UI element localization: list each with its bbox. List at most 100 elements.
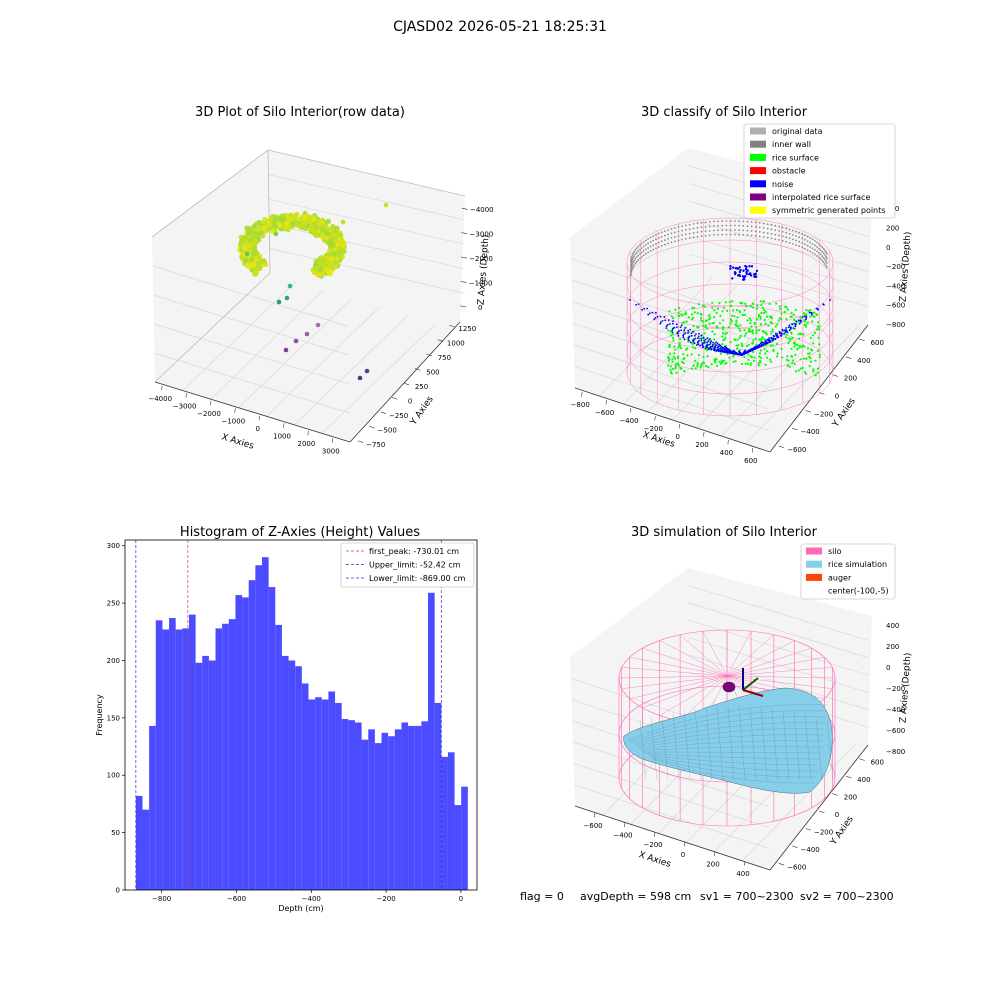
rice-surface-point [786,358,789,361]
inner-wall-point [811,252,814,254]
rice-surface-point [814,374,817,377]
noise-point [768,337,770,339]
rice-surface-point [732,354,735,357]
raw-x-tick-label: −4000 [148,395,172,403]
noise-point [698,332,700,335]
raw-data-point [332,260,338,266]
histogram-reference-lines [135,540,442,890]
mesh-line [639,740,823,750]
inner-wall-point [785,231,788,234]
inner-wall-point [631,263,634,265]
histogram-bar [335,702,342,890]
rice-surface-point [670,315,673,318]
raw-data-point [283,347,289,353]
panel-classify-title: 3D classify of Silo Interior [641,105,808,120]
inner-wall-point [824,258,826,261]
inner-wall-point [681,225,683,228]
inner-wall-point [781,239,784,242]
inner-wall-point [657,246,660,248]
noise-point [665,327,668,329]
inner-wall-point [806,240,809,243]
raw-data-point [245,227,252,233]
noise-point [692,331,694,333]
gridline [689,236,870,290]
inner-wall-point [649,250,652,252]
legend-label: first_peak: -730.01 cm [369,547,459,556]
rice-surface-point [719,352,723,355]
raw-x-tick-mark [258,415,260,421]
simulation-x-tick-label: 200 [706,861,719,869]
simulation-z-tick-label: 0 [886,664,890,672]
rice-surface-point [758,329,761,332]
inner-wall-point [674,227,676,229]
simulation-title: 3D simulation of Silo Interior [631,525,818,540]
inner-wall-point [825,251,827,254]
classify-x-ticks: −800 −600 −400 −200 0 200 400 600 [571,391,758,465]
rice-surface-point [718,360,721,363]
inner-wall-point [778,234,780,237]
inner-wall-point [725,224,728,227]
noise-point [719,344,722,347]
rice-surface-point [780,347,783,350]
noise-point [659,315,662,318]
raw-z-tick-label: −4000 [470,206,494,214]
inner-wall-point [692,232,695,234]
inner-wall-point [674,231,676,234]
gridline [574,784,770,850]
inner-wall-point [640,251,643,254]
rice-surface-point [795,348,799,351]
noise-point [732,351,734,353]
noise-point [651,311,654,314]
noise-point [687,329,690,332]
raw-z-tick-label: −3000 [470,231,494,239]
raw-data-point [326,268,332,275]
histogram-x-ticks: −800 −600 −400 −200 0 [152,890,463,903]
noise-point [672,320,674,323]
inner-wall-point [798,231,801,234]
legend-label: original data [772,127,823,136]
inner-wall-point [721,233,724,236]
inner-wall-point [692,223,695,225]
inner-wall-point [801,237,804,240]
inner-wall-point [640,247,643,249]
rice-surface-point [699,366,702,369]
rice-surface-point [816,367,820,370]
rice-surface-point [809,360,813,363]
inner-wall-point [700,230,703,233]
raw-x-axis [154,381,351,443]
raw-x-tick-label: 2000 [298,440,316,448]
histogram-bar [447,752,455,890]
histogram-bar [281,655,289,890]
classify-y-tick-label: 600 [871,339,884,347]
histogram-legend-box [340,542,475,588]
noise-point [792,327,795,329]
legend-label: symmetric generated points [772,206,885,215]
rice-surface-point [731,314,734,317]
classify-x-axis [574,387,771,453]
panel-classify: 3D classify of Silo Interior −800 −600 −40… [570,105,913,465]
rice-surface-point [690,353,693,356]
raw-data-point [250,261,256,267]
inner-wall-point [826,262,828,264]
inner-wall-point [677,235,680,237]
rice-surface-point [745,345,748,348]
inner-wall-point [633,259,636,262]
legend-label: noise [772,180,793,189]
raw-data-point [250,229,256,235]
rice-surface-point [811,320,814,323]
noise-point [764,340,767,342]
inner-wall-point [742,234,745,236]
raw-data-point [252,251,258,257]
noise-point [738,270,742,274]
noise-point [706,341,708,344]
simulation-x-tick-label: −600 [583,822,602,830]
raw-y-tick-label: 250 [415,383,428,391]
histogram-bar [321,699,329,890]
rice-surface-point [677,312,680,315]
inner-wall-point [822,261,825,264]
noise-point [770,336,773,339]
histogram-bar [135,795,143,890]
histogram-bar [461,786,468,890]
histogram-bar [162,629,170,890]
rice-surface-point [691,306,694,309]
